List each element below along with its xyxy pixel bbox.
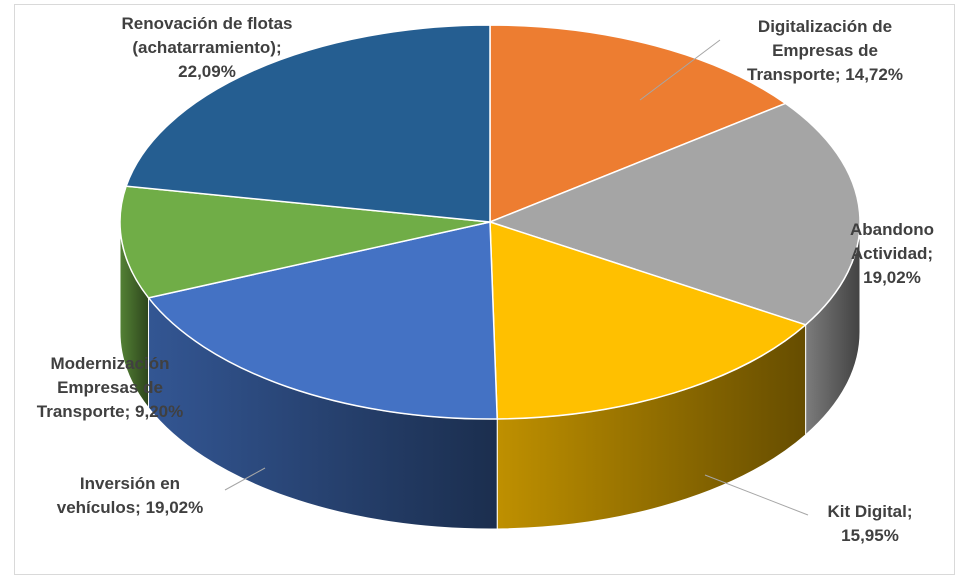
- label-value: 19,02%: [863, 268, 921, 287]
- label-category: Renovación de flotas (achatarramiento): [121, 14, 293, 57]
- label-category: Digitalización de Empresas de Transporte: [747, 17, 893, 84]
- label-value: 15,95%: [841, 526, 899, 545]
- label-separator: ;: [135, 498, 141, 517]
- leader-line: [639, 39, 721, 101]
- data-label: Modernización Empresas de Transporte; 9,…: [25, 352, 195, 424]
- label-separator: ;: [906, 502, 913, 521]
- data-label: Abandono Actividad; 19,02%: [842, 218, 942, 290]
- slice: [489, 220, 808, 420]
- slice: [147, 221, 498, 420]
- slice: [487, 102, 861, 326]
- label-separator: ;: [275, 38, 282, 57]
- label-separator: ;: [927, 244, 934, 263]
- label-category: Modernización Empresas de Transporte: [36, 354, 170, 421]
- data-label: Inversión en vehículos; 19,02%: [55, 472, 205, 520]
- label-separator: ;: [124, 402, 131, 421]
- label-value: 14,72%: [845, 65, 903, 84]
- slice: [489, 24, 788, 224]
- label-value: 22,09%: [178, 62, 236, 81]
- leader-line: [704, 474, 809, 516]
- label-category: Kit Digital: [827, 502, 907, 521]
- slice: [119, 185, 491, 299]
- label-separator: ;: [834, 65, 841, 84]
- data-label: Renovación de flotas (achatarramiento); …: [112, 12, 302, 84]
- slice: [125, 24, 491, 223]
- label-category: Inversión en vehículos: [56, 474, 181, 517]
- data-label: Kit Digital; 15,95%: [805, 500, 935, 548]
- label-category: Abandono Actividad: [849, 220, 935, 263]
- data-label: Digitalización de Empresas de Transporte…: [735, 15, 915, 87]
- label-value: 19,02%: [145, 498, 204, 517]
- leader-line: [224, 467, 266, 491]
- label-value: 9,20%: [135, 402, 184, 421]
